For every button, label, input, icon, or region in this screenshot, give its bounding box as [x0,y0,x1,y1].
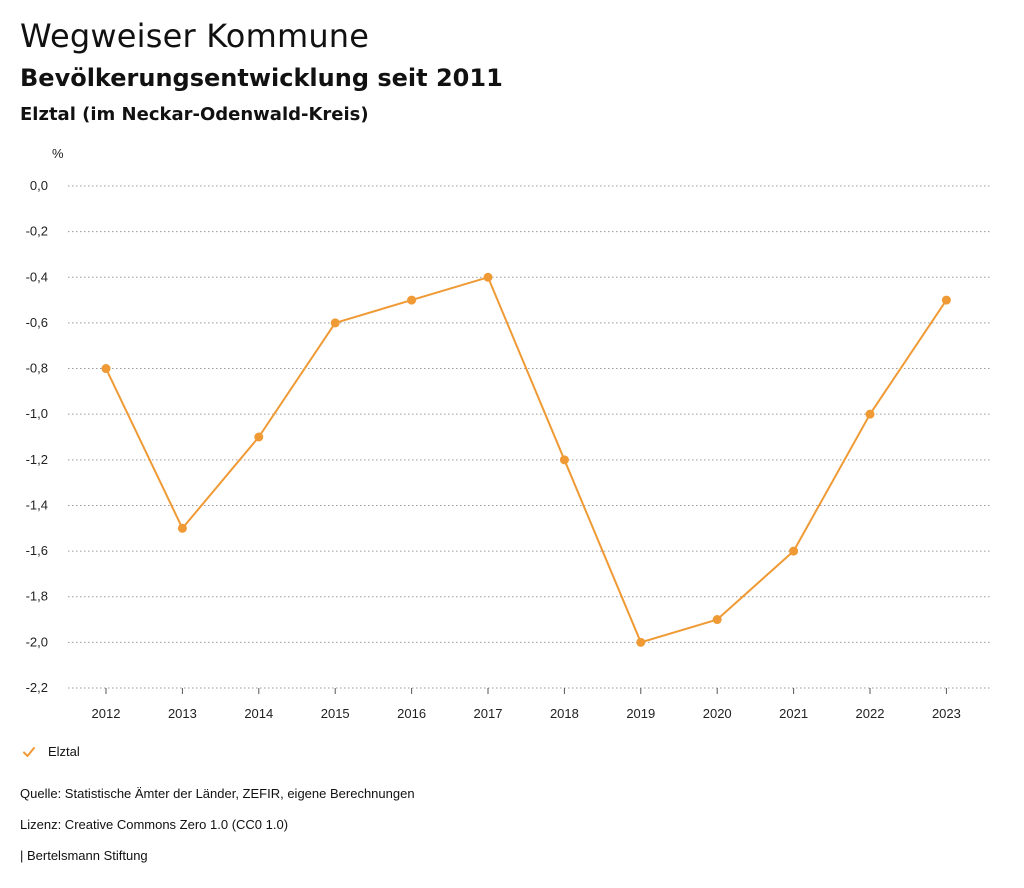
data-point [330,318,340,328]
x-tick-label: 2013 [168,706,197,721]
data-point [712,615,722,625]
data-point [941,295,951,305]
grid-lines [68,185,990,689]
data-point [101,364,111,374]
y-tick-label: -1,6 [26,543,48,558]
x-tick-label: 2023 [932,706,961,721]
x-tick-label: 2019 [626,706,655,721]
x-tick-label: 2016 [397,706,426,721]
x-tick-label: 2017 [474,706,503,721]
data-point [483,272,493,282]
publisher-note[interactable]: | Bertelsmann Stiftung [20,848,148,863]
data-point [254,432,264,442]
y-axis: 0,0 -0,2 -0,4 -0,6 -0,8 -1,0 -1,2 -1,4 -1,6 -1,8 -… [26,178,48,695]
series-group [101,272,951,647]
data-point [407,295,417,305]
chart-subtitle: Bevölkerungsentwicklung seit 2011 [20,64,503,92]
source-note: Quelle: Statistische Ämter der Länder, Z… [20,786,415,801]
y-tick-label: -0,8 [26,361,48,376]
y-tick-label: -1,8 [26,589,48,604]
y-tick-label: -1,2 [26,452,48,467]
page-title: Wegweiser Kommune [20,17,370,55]
legend[interactable]: Elztal [22,744,80,759]
y-tick-label: -0,6 [26,315,48,330]
series-line [105,276,948,644]
legend-label-elztal: Elztal [48,744,80,759]
x-tick-label: 2020 [703,706,732,721]
data-point [865,409,875,419]
y-tick-label: -1,0 [26,406,48,421]
x-tick-label: 2012 [92,706,121,721]
y-tick-label: -0,2 [26,224,48,239]
x-axis: 2012 2013 2014 2015 2016 2017 2018 2019 2020 2021… [92,688,961,721]
x-tick-label: 2022 [856,706,885,721]
y-tick-label: 0,0 [30,178,48,193]
data-point [177,523,187,533]
y-tick-label: -2,2 [26,680,48,695]
data-point [789,546,799,556]
x-tick-label: 2021 [779,706,808,721]
x-tick-label: 2018 [550,706,579,721]
check-icon [23,746,35,757]
x-tick-label: 2015 [321,706,350,721]
license-note: Lizenz: Creative Commons Zero 1.0 (CC0 1… [20,817,289,832]
line-chart: % 0,0 -0,2 -0,4 -0,6 -0,8 -1,0 -1,2 -1,4 -1,6 -1,… [26,146,990,721]
data-point [559,455,569,465]
data-point [636,637,646,647]
y-unit-label: % [52,146,64,161]
y-tick-label: -1,4 [26,497,48,512]
x-tick-label: 2014 [244,706,273,721]
y-tick-label: -0,4 [26,269,48,284]
y-tick-label: -2,0 [26,634,48,649]
region-label: Elztal (im Neckar-Odenwald-Kreis) [20,104,369,125]
